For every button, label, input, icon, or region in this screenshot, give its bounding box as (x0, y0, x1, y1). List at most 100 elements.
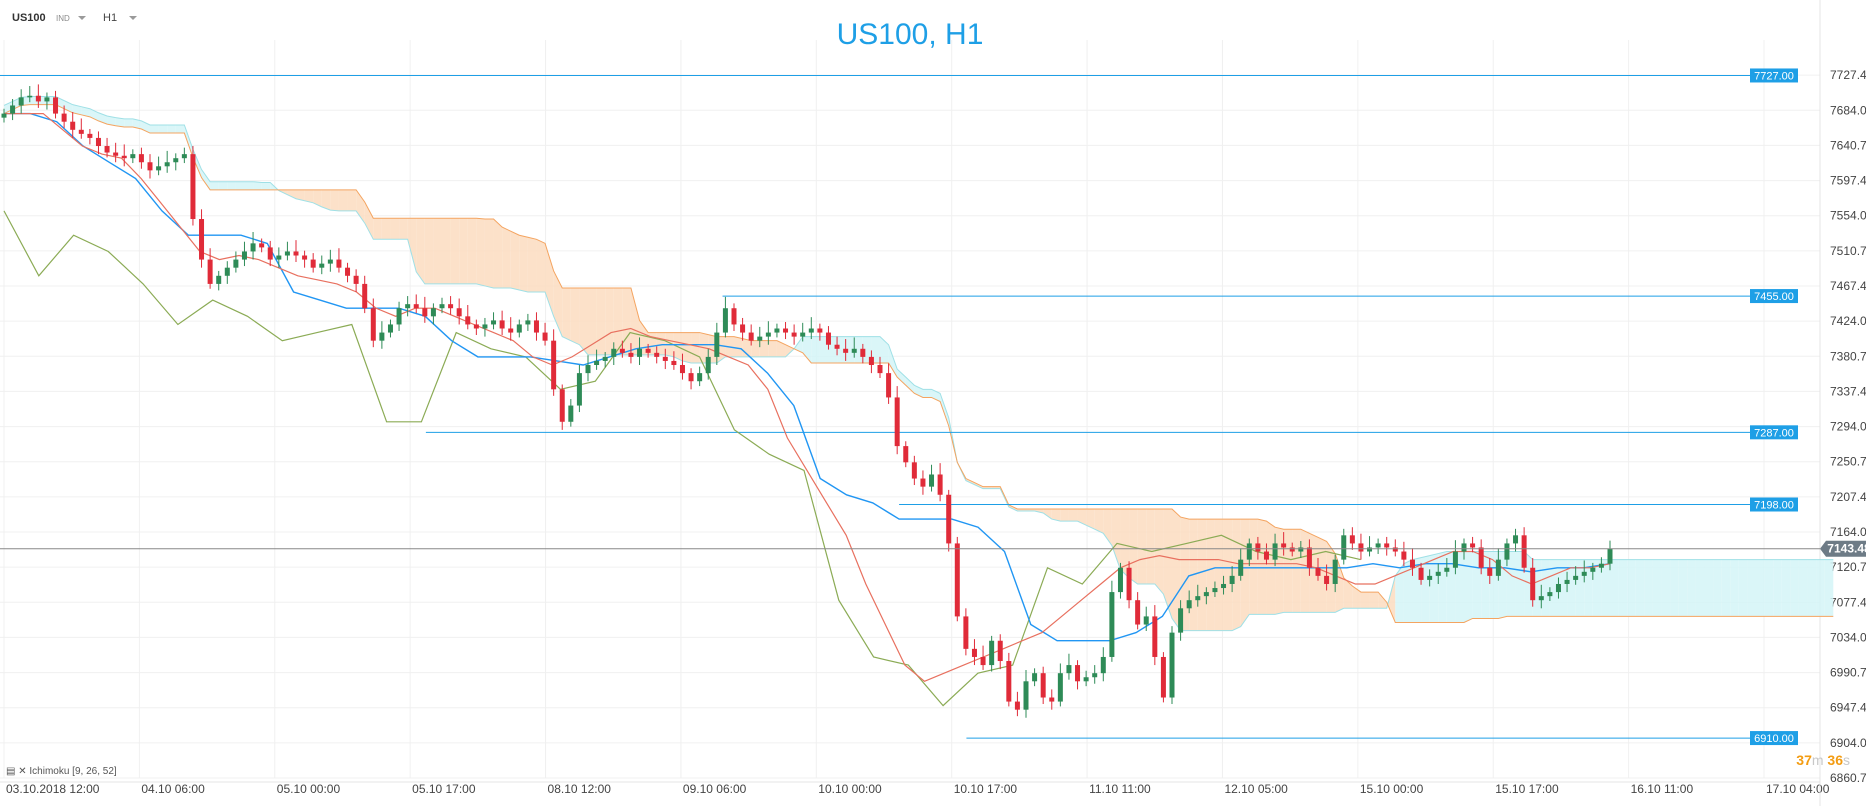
candle-body (1324, 575, 1330, 584)
candle-body (903, 446, 909, 463)
candle-body (825, 332, 831, 345)
candle (722, 296, 728, 338)
candle-body (1143, 616, 1149, 625)
symbol-dropdown-icon[interactable] (78, 16, 86, 20)
level-price-label: 7287.00 (1754, 427, 1794, 439)
ichimoku-cloud-segment (1026, 508, 1035, 511)
candle-body (559, 389, 565, 422)
candle (1083, 670, 1089, 687)
candle (1547, 587, 1553, 602)
ichimoku-cloud-segment (1275, 527, 1284, 615)
x-tick-label: 08.10 12:00 (548, 782, 612, 796)
candle-body (679, 365, 685, 374)
ichimoku-cloud-segment (390, 218, 400, 240)
candle (1452, 540, 1458, 575)
ichimoku-cloud-segment (596, 287, 606, 355)
candle (860, 343, 866, 364)
candle-body (791, 332, 797, 337)
ichimoku-cloud-segment (536, 239, 546, 293)
candle-body (362, 283, 368, 309)
x-tick-label: 11.10 11:00 (1089, 782, 1151, 796)
candle-body (1513, 535, 1519, 544)
candle (61, 105, 67, 129)
candle (903, 441, 909, 468)
symbol-label[interactable]: US100 (12, 12, 46, 24)
candle-body (207, 259, 213, 284)
senkou-span-a (3, 96, 1834, 632)
y-tick-label: 7597.42 (1830, 174, 1866, 188)
candle-body (645, 348, 651, 353)
ichimoku-cloud-segment (682, 332, 692, 363)
timeframe-selector[interactable]: H1 (103, 12, 118, 24)
candle (1186, 590, 1192, 614)
indicator-legend[interactable]: ▤ ✕ Ichimoku [9, 26, 52] (6, 766, 117, 777)
candle (430, 303, 436, 325)
candle-body (851, 348, 857, 353)
x-tick-label: 05.10 00:00 (277, 782, 341, 796)
candle (662, 348, 668, 370)
candle (1246, 538, 1252, 567)
candle (319, 255, 325, 275)
candle (370, 298, 376, 348)
candle (224, 261, 230, 284)
x-tick-label: 12.10 05:00 (1224, 782, 1288, 796)
ichimoku-cloud-segment (261, 182, 271, 190)
candle-body (937, 474, 943, 495)
candle-body (482, 324, 488, 329)
ichimoku-cloud-segment (1326, 541, 1336, 613)
ichimoku-cloud-segment (1506, 551, 1516, 617)
ichimoku-cloud-segment (1369, 592, 1379, 609)
ichimoku-cloud-segment (1197, 519, 1207, 631)
candle-body (53, 97, 59, 114)
ichimoku-cloud-segment (1017, 508, 1026, 511)
candle-body (688, 373, 694, 382)
candle (121, 144, 127, 167)
candle-body (1057, 673, 1063, 702)
candle-body (576, 373, 582, 406)
candle (1160, 652, 1166, 703)
ichimoku-cloud-segment (1558, 559, 1568, 617)
candle (817, 323, 823, 341)
candle (1040, 666, 1046, 705)
candle (1315, 558, 1321, 581)
candle (491, 312, 497, 330)
ichimoku-cloud-segment (1781, 559, 1791, 617)
candle (164, 150, 170, 173)
y-tick-label: 7250.76 (1830, 455, 1866, 469)
candle (336, 248, 342, 273)
candle (1075, 660, 1081, 690)
ichimoku-cloud-segment (1695, 559, 1705, 617)
ichimoku-cloud-segment (1395, 563, 1404, 623)
ichimoku-cloud-segment (656, 332, 666, 355)
candle (602, 352, 608, 368)
current-price-label: 7143.48 (1827, 542, 1866, 556)
indicator-settings-icon[interactable]: ▤ ✕ (6, 766, 27, 777)
candle (1341, 528, 1347, 565)
candle (396, 301, 402, 331)
candle-body (78, 129, 84, 134)
candle (508, 317, 514, 341)
ichimoku-cloud-segment (493, 219, 503, 288)
candle (1607, 540, 1613, 571)
candle-body (1152, 616, 1158, 657)
candle-body (10, 105, 16, 114)
candle (70, 111, 76, 138)
candle-body (1315, 567, 1321, 576)
candle (894, 386, 900, 455)
ichimoku-cloud-segment (442, 218, 451, 284)
top-toolbar: US100 IND H1 (0, 0, 1866, 36)
candle-body (963, 616, 969, 649)
candle-body (602, 356, 608, 361)
candle-body (44, 97, 50, 102)
candle-body (18, 97, 24, 106)
candle (181, 147, 187, 164)
y-tick-label: 7337.42 (1830, 384, 1866, 398)
candle (688, 368, 694, 390)
candle-body (422, 308, 428, 317)
ichimoku-cloud-segment (605, 287, 614, 355)
level-price-tag (1750, 425, 1798, 440)
candle-body (138, 154, 144, 163)
candle (551, 329, 557, 396)
timeframe-dropdown-icon[interactable] (129, 16, 137, 20)
